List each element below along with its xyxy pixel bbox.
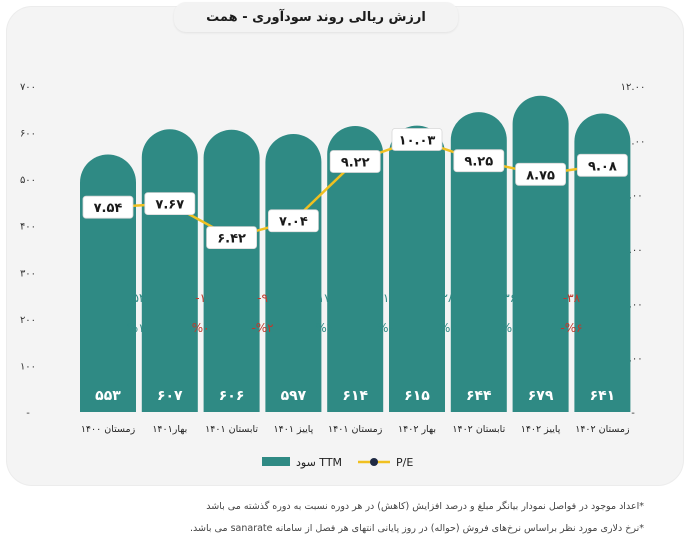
y-tick-label: - [26, 408, 30, 419]
change-percent-label: %۰ [192, 321, 210, 335]
x-tick-label: بهار ۱۴۰۲ [398, 424, 436, 435]
bar [512, 95, 569, 412]
pe-label-box [267, 209, 319, 233]
pe-label-box [391, 128, 443, 151]
change-amount-label: -۹ [257, 291, 268, 305]
bar-value-label: ۶۰۷ [157, 388, 183, 404]
change-amount-label: ۳۶ [503, 291, 516, 305]
y-tick-label: ۳۰۰ [20, 268, 36, 279]
y2-tick-label: - [631, 408, 635, 419]
y2-tick-label: ۲.۰۰ [623, 354, 642, 365]
bar-value-label: ۶۰۶ [219, 388, 245, 404]
legend-pe-label: P/E [396, 456, 413, 469]
bar-value-label: ۵۹۷ [281, 388, 307, 404]
legend-pe-marker [370, 458, 378, 466]
pe-value-label: ۹.۰۸ [588, 159, 617, 174]
y2-tick-label: ۱۲.۰۰ [621, 82, 646, 93]
bar-value-label: ۶۴۱ [590, 388, 616, 404]
chart-title: ارزش ریالی روند سودآوری - همت [174, 2, 458, 32]
pe-label-box [577, 153, 628, 177]
bar-value-label: ۵۵۳ [95, 388, 121, 404]
bar [80, 154, 136, 412]
x-tick-label: تابستان ۱۴۰۱ [205, 424, 258, 435]
x-tick-label: زمستان ۱۴۰۰ [81, 424, 136, 435]
y2-tick-label: ۱۰.۰۰ [621, 136, 646, 147]
bar [141, 129, 198, 412]
pe-value-label: ۷.۵۴ [94, 201, 123, 216]
y-tick-label: ۲۰۰ [20, 315, 36, 326]
change-amount-label: -۳۸ [563, 291, 581, 305]
change-percent-label: %۰ [377, 321, 395, 335]
y2-tick-label: ۶.۰۰ [623, 245, 642, 256]
change-percent-label: %۳ [315, 321, 333, 335]
bar-value-label: ۶۷۹ [528, 388, 554, 404]
y-tick-label: ۱۰۰ [20, 361, 36, 372]
pe-label-box [82, 195, 134, 219]
pe-value-label: ۷.۰۴ [279, 215, 308, 230]
y-tick-label: ۷۰۰ [20, 82, 36, 93]
pe-label-box [206, 226, 258, 249]
bar [450, 112, 507, 412]
pe-label-box [515, 162, 566, 186]
x-tick-label: بهار۱۴۰۱ [152, 424, 187, 435]
footnotes: *اعداد موجود در فواصل نمودار بیانگر مبلغ… [44, 496, 644, 540]
y2-tick-label: ۸.۰۰ [623, 191, 642, 202]
bar-value-label: ۶۱۴ [342, 388, 368, 404]
bar [327, 126, 384, 413]
change-amount-label: ۲۸ [441, 291, 454, 305]
legend-bar-swatch [262, 457, 290, 466]
y-tick-label: ۶۰۰ [20, 129, 36, 140]
bar [265, 133, 322, 413]
x-tick-label: پاییز ۱۴۰۱ [274, 424, 314, 435]
pe-label-box [329, 150, 381, 173]
change-amount-label: -۱ [195, 291, 206, 305]
legend-bar-label: سود TTM [296, 456, 342, 469]
change-percent-label: %۶ [501, 321, 519, 335]
y-tick-label: ۵۰۰ [20, 175, 36, 186]
bar [574, 113, 631, 413]
x-tick-label: زمستان ۱۴۰۲ [575, 424, 630, 435]
pe-label-box [453, 149, 505, 173]
change-percent-label: %۵ [439, 321, 457, 335]
pe-label-box [144, 192, 196, 216]
pe-value-label: ۹.۲۲ [341, 156, 370, 171]
x-tick-label: پاییز ۱۴۰۲ [521, 424, 561, 435]
pe-value-label: ۹.۲۵ [464, 155, 493, 170]
footnote-1: *اعداد موجود در فواصل نمودار بیانگر مبلغ… [206, 501, 644, 512]
bar-value-label: ۶۴۴ [466, 388, 492, 404]
x-tick-label: تابستان ۱۴۰۲ [452, 424, 505, 435]
bar-value-label: ۶۱۵ [404, 388, 430, 404]
bar [389, 125, 445, 412]
pe-value-label: ۸.۷۵ [526, 168, 555, 183]
change-percent-label: %۱۰ [127, 321, 151, 335]
pe-value-label: ۷.۶۷ [155, 198, 184, 213]
change-amount-label: ۱ [383, 291, 389, 305]
y2-tick-label: ۴.۰۰ [623, 299, 642, 310]
footnote-2: *نرخ دلاری مورد نظر براساس نرخ‌های فروش … [190, 523, 644, 534]
bar [203, 129, 260, 412]
change-percent-label: -%۲ [251, 321, 273, 335]
x-tick-label: زمستان ۱۴۰۱ [328, 424, 383, 435]
pe-value-label: ۶.۴۲ [217, 232, 246, 247]
change-amount-label: ۱۷ [318, 291, 331, 305]
change-amount-label: ۵۴ [132, 291, 145, 305]
y-tick-label: ۴۰۰ [20, 222, 36, 233]
change-percent-label: -%۶ [560, 321, 582, 335]
pe-value-label: ۱۰.۰۳ [399, 134, 436, 149]
